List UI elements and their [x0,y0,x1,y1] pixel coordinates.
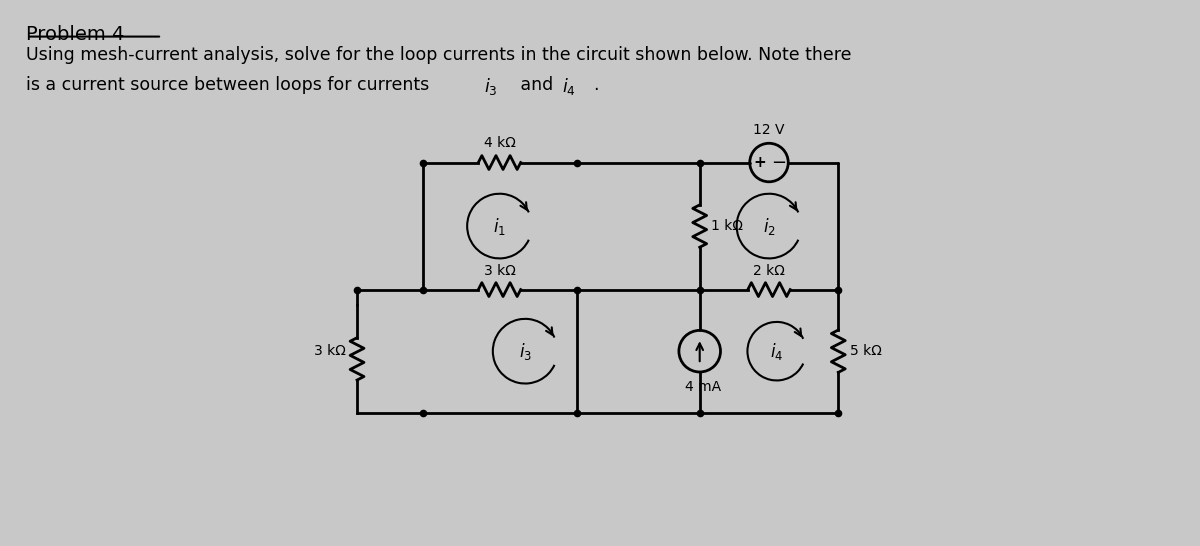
Text: $i_3$: $i_3$ [518,341,532,361]
Text: 3 kΩ: 3 kΩ [484,264,516,278]
Text: 4 mA: 4 mA [685,381,721,394]
Text: 1 kΩ: 1 kΩ [712,219,743,233]
Text: $i_4$: $i_4$ [770,341,784,361]
Text: $i_4$: $i_4$ [562,76,576,97]
Text: $i_2$: $i_2$ [762,216,775,236]
Text: Problem 4: Problem 4 [26,25,125,44]
Text: 4 kΩ: 4 kΩ [484,136,516,150]
Text: $i_3$: $i_3$ [484,76,497,97]
Text: 3 kΩ: 3 kΩ [313,344,346,358]
Text: 2 kΩ: 2 kΩ [754,264,785,278]
Text: −: − [772,153,786,171]
Text: Using mesh-current analysis, solve for the loop currents in the circuit shown be: Using mesh-current analysis, solve for t… [26,46,852,64]
Text: 12 V: 12 V [754,123,785,137]
Text: is a current source between loops for currents: is a current source between loops for cu… [26,76,436,94]
Text: $i_1$: $i_1$ [493,216,506,236]
Text: 5 kΩ: 5 kΩ [850,344,882,358]
Text: .: . [593,76,599,94]
Text: +: + [754,155,766,170]
Text: and: and [515,76,558,94]
